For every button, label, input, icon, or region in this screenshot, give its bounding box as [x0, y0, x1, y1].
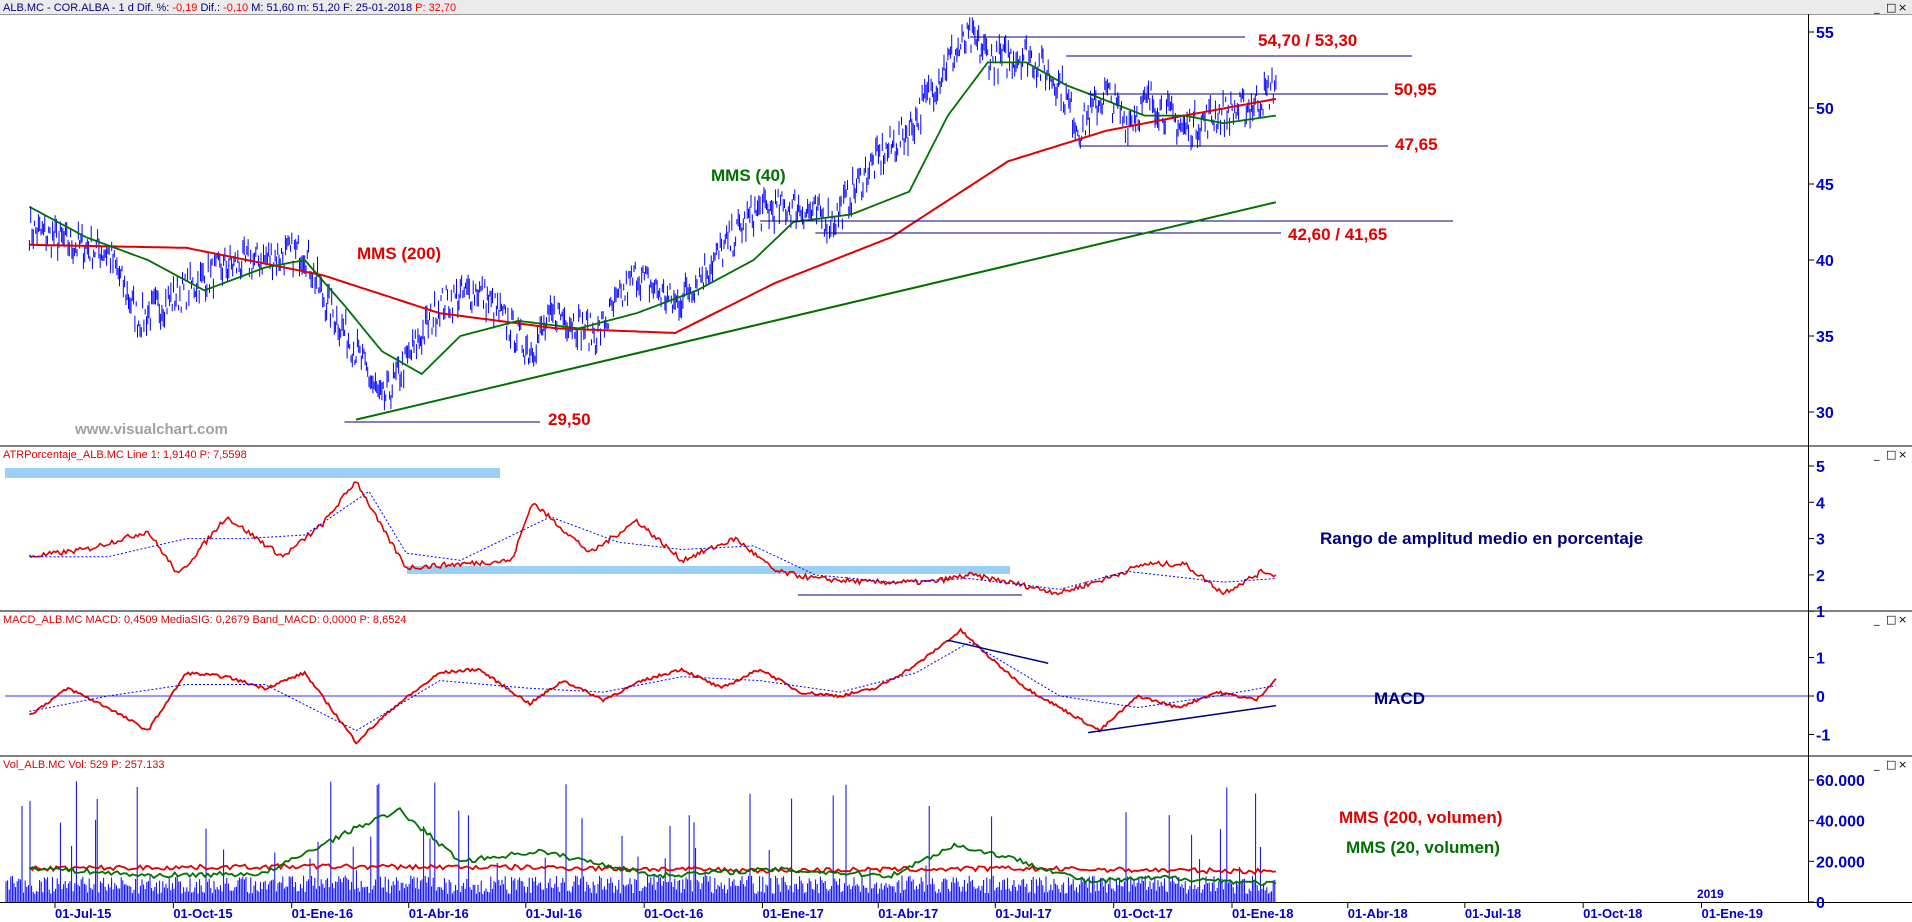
close-icon[interactable]: ×: [1898, 758, 1907, 771]
x-tick-label: 01-Oct-17: [1114, 906, 1173, 921]
minimize-icon[interactable]: _: [1873, 613, 1880, 626]
price-pane-header: ALB.MC - COR.ALBA - 1 d Dif. %: -0,19 Di…: [3, 2, 456, 14]
volume-ma-line: [28, 862, 1276, 875]
x-tick-label: 01-Oct-15: [173, 906, 232, 921]
volume-bars: [5, 781, 1276, 902]
window-controls-macd[interactable]: _ □ ×: [1873, 613, 1907, 626]
price-y-tick-label: 55: [1816, 25, 1834, 42]
header-field: Dif. %:: [134, 2, 169, 14]
year-marker: 2019: [1697, 887, 1724, 901]
price-y-tick-label: 30: [1816, 405, 1834, 422]
maximize-icon[interactable]: □: [1886, 613, 1896, 626]
macd-pane-header: MACD_ALB.MC MACD: 0,4509 MediaSIG: 0,267…: [3, 614, 407, 626]
close-icon[interactable]: ×: [1898, 1, 1907, 14]
ma-label: MMS (200): [357, 244, 441, 263]
x-tick-label: 01-Abr-17: [878, 906, 938, 921]
axes: 55 50 45 40 35 30 5 4 3 2 1 1 0 -1 60.000 40.000 20.000 0…: [54, 25, 1865, 921]
header-field: P: 32,70: [412, 2, 456, 14]
x-tick-label: 01-Jul-18: [1465, 906, 1521, 921]
volume-pane-header: Vol_ALB.MC Vol: 529 P: 257.133: [3, 759, 164, 771]
watermark: www.visualchart.com: [74, 421, 228, 438]
x-tick-label: 01-Ene-18: [1232, 906, 1293, 921]
level-label: 47,65: [1395, 135, 1438, 154]
minimize-icon[interactable]: _: [1873, 1, 1880, 14]
price-y-tick-label: 50: [1816, 101, 1834, 118]
window-controls-price[interactable]: _ □ ×: [1873, 1, 1907, 14]
x-tick-label: 01-Jul-15: [55, 906, 111, 921]
header-field: -0,10: [220, 2, 248, 14]
header-field: -0,19: [169, 2, 197, 14]
macd-y-tick-label: -1: [1816, 728, 1830, 745]
volume-ma-line: [28, 807, 1277, 887]
level-label: 29,50: [548, 410, 591, 429]
atr-band-high: [5, 468, 500, 478]
x-tick-label: 01-Ene-17: [762, 906, 823, 921]
maximize-icon[interactable]: □: [1886, 448, 1896, 461]
atr-line: [29, 490, 1276, 590]
atr-pane-header: ATRPorcentaje_ALB.MC Line 1: 1,9140 P: 7…: [3, 449, 247, 461]
x-tick-label: 01-Jul-16: [526, 906, 582, 921]
volume-y-tick-label: 60.000: [1816, 773, 1865, 790]
header-field: m: 51,20: [294, 2, 340, 14]
price-y-tick-label: 40: [1816, 253, 1834, 270]
volume-y-tick-label: 20.000: [1816, 854, 1865, 871]
series-lines: [28, 61, 1277, 887]
level-label: 54,70 / 53,30: [1258, 31, 1357, 50]
window-controls-volume[interactable]: _ □ ×: [1873, 758, 1907, 771]
header-field: M: 51,60: [248, 2, 294, 14]
macd-trendline: [947, 639, 1049, 665]
atr-band-mid: [407, 566, 1010, 574]
macd-y-tick-label: 1: [1816, 651, 1825, 668]
level-label: 50,95: [1394, 80, 1437, 99]
macd-y-tick-label: 0: [1816, 689, 1825, 706]
level-label: 42,60 / 41,65: [1288, 225, 1387, 244]
x-tick-label: 01-Oct-18: [1583, 906, 1642, 921]
price-y-tick-label: 35: [1816, 329, 1834, 346]
price-y-tick-label: 45: [1816, 177, 1834, 194]
x-tick-label: 01-Oct-16: [644, 906, 703, 921]
volume-y-tick-label: 40.000: [1816, 814, 1865, 831]
minimize-icon[interactable]: _: [1873, 448, 1880, 461]
atr-line: [28, 481, 1277, 596]
price-ma-line: [28, 61, 1277, 376]
maximize-icon[interactable]: □: [1886, 1, 1896, 14]
atr-y-tick-label: 2: [1816, 568, 1825, 585]
price-trendline: [355, 201, 1277, 421]
atr-y-tick-label: 1: [1816, 604, 1825, 621]
ma-label: MMS (40): [711, 166, 786, 185]
header-field: Dif.:: [197, 2, 220, 14]
close-icon[interactable]: ×: [1898, 613, 1907, 626]
window-controls-atr[interactable]: _ □ ×: [1873, 448, 1907, 461]
minimize-icon[interactable]: _: [1873, 758, 1880, 771]
macd-trendline: [1087, 704, 1276, 734]
header-field: ALB.MC - COR.ALBA - 1 d: [3, 2, 134, 14]
macd-pane-label: MACD: [1374, 689, 1425, 708]
close-icon[interactable]: ×: [1898, 448, 1907, 461]
price-bars: [28, 17, 1277, 411]
x-tick-label: 01-Abr-18: [1348, 906, 1408, 921]
header-field: F: 25-01-2018: [340, 2, 412, 14]
volume-ma200-label: MMS (200, volumen): [1339, 808, 1502, 827]
macd-line: [29, 627, 1277, 745]
annotations: 54,70 / 53,30 50,95 47,65 42,60 / 41,65 29,5…: [344, 31, 1453, 734]
volume-y-tick-label: 0: [1816, 895, 1825, 912]
x-tick-label: 01-Abr-16: [409, 906, 469, 921]
x-tick-label: 01-Ene-16: [292, 906, 353, 921]
atr-highlight-bands: [5, 468, 1010, 574]
atr-y-tick-label: 4: [1816, 495, 1825, 512]
atr-pane-label: Rango de amplitud medio en porcentaje: [1320, 529, 1643, 548]
x-tick-label: 01-Jul-17: [995, 906, 1051, 921]
atr-y-tick-label: 5: [1816, 459, 1825, 476]
atr-y-tick-label: 3: [1816, 532, 1825, 549]
price-ma-line: [29, 97, 1277, 335]
maximize-icon[interactable]: □: [1886, 758, 1896, 771]
volume-ma20-label: MMS (20, volumen): [1346, 838, 1500, 857]
x-tick-label: 01-Ene-19: [1702, 906, 1763, 921]
